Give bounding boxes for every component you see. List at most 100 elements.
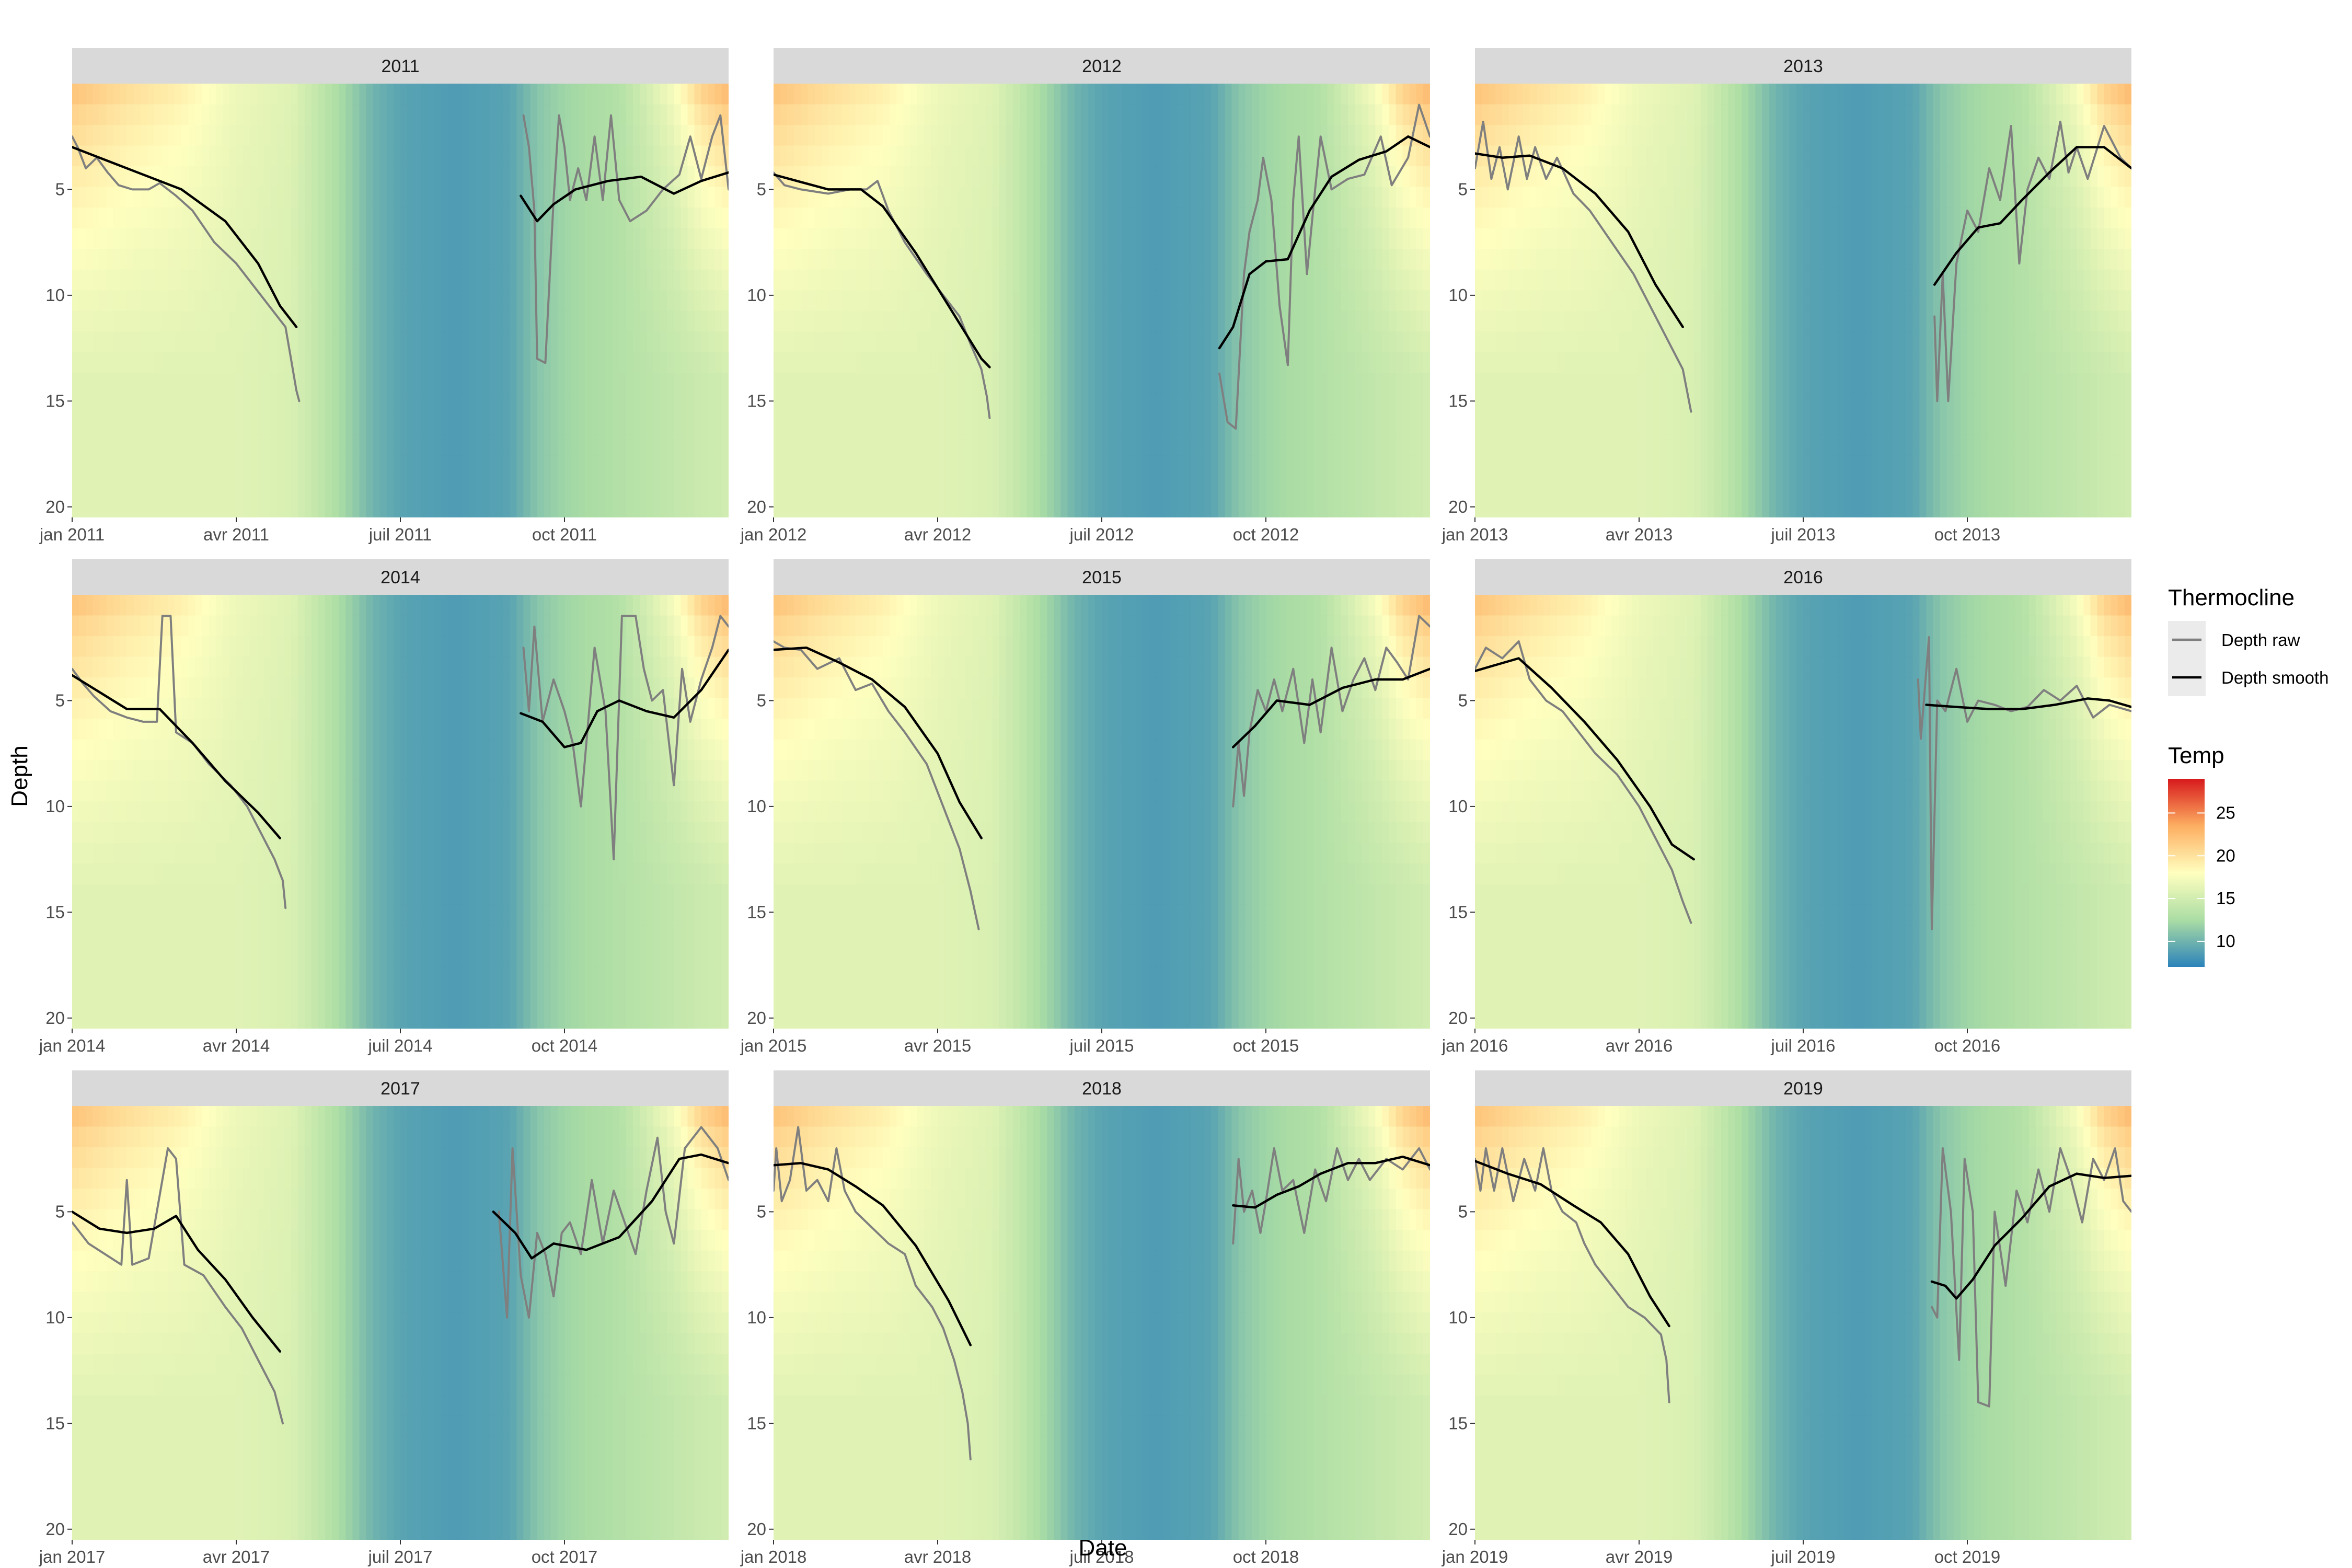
heatmap-tile	[1625, 393, 1633, 415]
heatmap-tile	[930, 104, 938, 125]
heatmap-tile	[1170, 476, 1178, 498]
heatmap-tile	[373, 310, 381, 332]
heatmap-tile	[1618, 476, 1626, 498]
heatmap-tile	[455, 352, 463, 374]
heatmap-tile	[965, 125, 973, 146]
heatmap-tile	[667, 310, 675, 332]
heatmap-tile	[133, 228, 141, 249]
heatmap-tile	[1074, 290, 1082, 312]
heatmap-tile	[1320, 104, 1328, 125]
heatmap-tile	[325, 187, 332, 208]
heatmap-tile	[1666, 352, 1674, 374]
heatmap-tile	[1334, 373, 1342, 394]
heatmap-tile	[1529, 269, 1537, 291]
heatmap-tile	[1067, 310, 1075, 332]
depth-smooth-line	[72, 146, 298, 328]
heatmap-tile	[345, 228, 353, 249]
heatmap-tile	[619, 497, 627, 517]
heatmap-tile	[1184, 331, 1191, 353]
heatmap-tile	[598, 373, 606, 394]
heatmap-tile	[1707, 331, 1715, 353]
heatmap-tile	[1557, 476, 1564, 498]
heatmap-tile	[862, 331, 870, 353]
heatmap-tile	[965, 104, 973, 125]
heatmap-tile	[1020, 310, 1027, 332]
heatmap-tile	[972, 476, 979, 498]
heatmap-tile	[828, 352, 836, 374]
heatmap-tile	[510, 310, 517, 332]
heatmap-tile	[318, 497, 326, 517]
heatmap-tile	[1742, 455, 1749, 477]
heatmap-tile	[120, 414, 128, 435]
heatmap-tile	[393, 207, 401, 229]
heatmap-tile	[1571, 145, 1578, 167]
heatmap-tile	[794, 414, 802, 435]
heatmap-tile	[1673, 331, 1681, 353]
heatmap-tile	[1748, 373, 1756, 394]
heatmap-tile	[113, 249, 121, 270]
heatmap-tile	[660, 290, 668, 312]
heatmap-tile	[366, 310, 374, 332]
heatmap-tile	[537, 434, 545, 456]
heatmap-tile	[1286, 373, 1294, 394]
heatmap-tile	[1680, 249, 1688, 270]
heatmap-tile	[1109, 414, 1116, 435]
heatmap-tile	[250, 269, 258, 291]
heatmap-tile	[1300, 145, 1308, 167]
heatmap-tile	[1687, 290, 1694, 312]
heatmap-tile	[448, 310, 456, 332]
heatmap-tile	[808, 290, 815, 312]
heatmap-tile	[441, 290, 449, 312]
heatmap-tile	[1060, 290, 1068, 312]
heatmap-tile	[243, 187, 250, 208]
heatmap-tile	[1156, 228, 1164, 249]
heatmap-tile	[951, 393, 959, 415]
heatmap-tile	[400, 104, 408, 125]
heatmap-tile	[455, 497, 463, 517]
heatmap-tile	[407, 249, 414, 270]
heatmap-tile	[965, 393, 973, 415]
heatmap-tile	[708, 455, 716, 477]
heatmap-tile	[910, 497, 918, 517]
heatmap-tile	[257, 125, 264, 146]
heatmap-tile	[992, 125, 1000, 146]
heatmap-tile	[1409, 331, 1417, 353]
heatmap-tile	[647, 207, 654, 229]
heatmap-tile	[482, 228, 490, 249]
heatmap-tile	[93, 228, 100, 249]
heatmap-tile	[903, 352, 911, 374]
heatmap-tile	[393, 125, 401, 146]
heatmap-tile	[1748, 310, 1756, 332]
heatmap-tile	[944, 476, 952, 498]
heatmap-tile	[352, 145, 360, 167]
heatmap-tile	[801, 393, 809, 415]
heatmap-tile	[1060, 373, 1068, 394]
heatmap-tile	[1286, 476, 1294, 498]
heatmap-tile	[99, 269, 107, 291]
heatmap-tile	[903, 393, 911, 415]
heatmap-tile	[168, 476, 176, 498]
heatmap-tile	[215, 290, 223, 312]
heatmap-tile	[352, 310, 360, 332]
heatmap-tile	[1516, 310, 1524, 332]
heatmap-tile	[133, 373, 141, 394]
heatmap-tile	[503, 290, 511, 312]
heatmap-tile	[1653, 497, 1661, 517]
heatmap-tile	[325, 104, 332, 125]
heatmap-tile	[862, 352, 870, 374]
heatmap-tile	[393, 497, 401, 517]
heatmap-tile	[883, 290, 891, 312]
heatmap-tile	[1231, 187, 1239, 208]
heatmap-tile	[1149, 434, 1157, 456]
heatmap-tile	[1245, 290, 1253, 312]
heatmap-tile	[1639, 166, 1646, 188]
heatmap-tile	[1735, 187, 1743, 208]
heatmap-tile	[1769, 145, 1777, 167]
heatmap-tile	[944, 125, 952, 146]
heatmap-tile	[297, 207, 305, 229]
heatmap-tile	[1516, 84, 1524, 105]
heatmap-tile	[1231, 125, 1239, 146]
heatmap-tile	[1639, 125, 1646, 146]
heatmap-tile	[1040, 228, 1048, 249]
heatmap-tile	[1102, 393, 1109, 415]
